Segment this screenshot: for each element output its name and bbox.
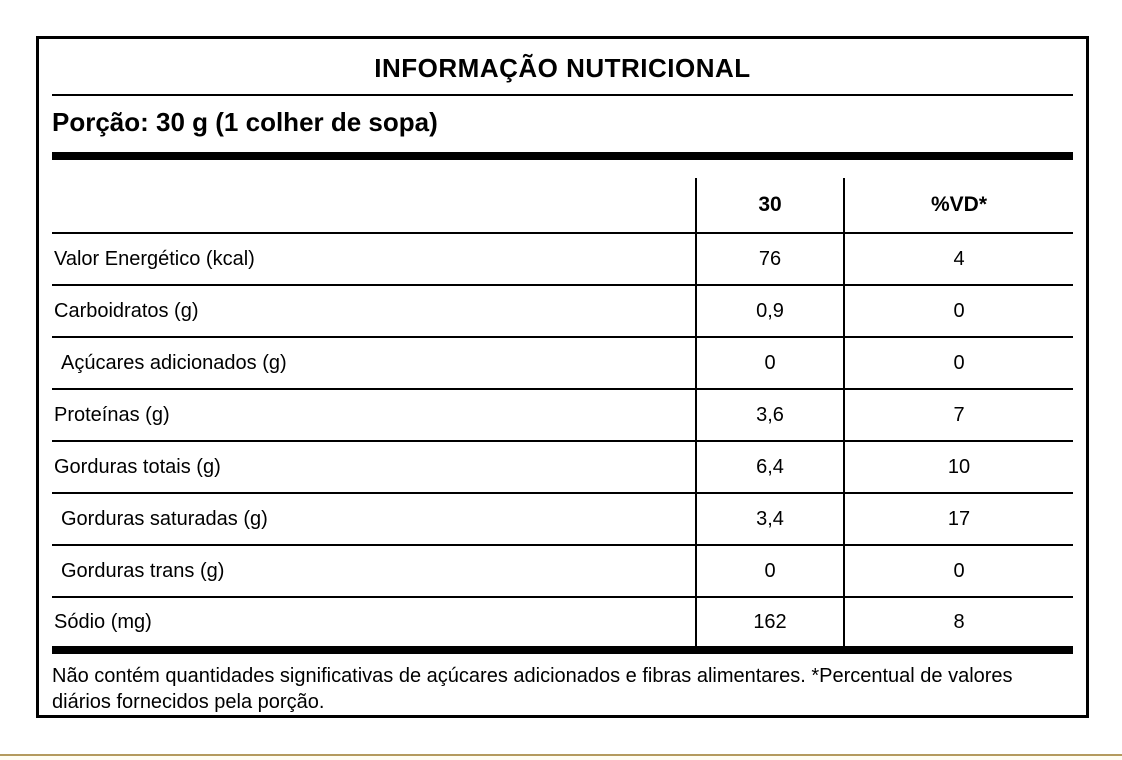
nutrient-amount: 6,4 (695, 442, 845, 492)
footnote-text: Não contém quantidades significativas de… (52, 665, 1013, 713)
table-row-gorduras-totais: Gorduras totais (g) 6,4 10 (52, 442, 1073, 494)
nutrient-dv: 10 (947, 455, 971, 478)
nutrient-label: Sódio (mg) (54, 610, 152, 633)
nutrient-label: Gorduras totais (g) (54, 455, 221, 478)
nutrient-dv: 0 (953, 559, 965, 582)
header-label-cell (52, 178, 695, 232)
nutrient-label: Gorduras trans (g) (61, 559, 225, 582)
header-quantity-cell: 30 (695, 178, 845, 232)
serving-size: Porção: 30 g (1 colher de sopa) (52, 107, 438, 137)
nutrition-table: 30 %VD* Valor Energético (kcal) 76 4 Car… (52, 178, 1073, 646)
nutrient-label: Proteínas (g) (54, 403, 170, 426)
table-row-sodio: Sódio (mg) 162 8 (52, 598, 1073, 646)
nutrient-amount: 3,4 (695, 494, 845, 544)
top-thick-bar (52, 152, 1073, 160)
table-row-acucares: Açúcares adicionados (g) 0 0 (52, 338, 1073, 390)
table-row-gorduras-saturadas: Gorduras saturadas (g) 3,4 17 (52, 494, 1073, 546)
nutrient-dv: 4 (953, 247, 965, 270)
nutrient-amount: 162 (695, 598, 845, 646)
nutrient-label: Gorduras saturadas (g) (61, 507, 268, 530)
nutrient-label: Valor Energético (kcal) (54, 247, 255, 270)
nutrient-dv: 0 (953, 299, 965, 322)
nutrient-amount: 76 (695, 234, 845, 284)
nutrient-label: Carboidratos (g) (54, 299, 199, 322)
nutrient-amount: 0 (695, 546, 845, 596)
nutrient-label: Açúcares adicionados (g) (61, 351, 287, 374)
nutrient-dv: 0 (953, 351, 965, 374)
table-header-row: 30 %VD* (52, 178, 1073, 234)
table-row-energia: Valor Energético (kcal) 76 4 (52, 234, 1073, 286)
table-row-proteinas: Proteínas (g) 3,6 7 (52, 390, 1073, 442)
title-divider (52, 94, 1073, 96)
nutrient-dv: 7 (953, 403, 965, 426)
table-row-carboidratos: Carboidratos (g) 0,9 0 (52, 286, 1073, 338)
nutrient-amount: 0,9 (695, 286, 845, 336)
page-bottom-accent-line (0, 754, 1122, 760)
nutrient-amount: 0 (695, 338, 845, 388)
bottom-thick-bar (52, 646, 1073, 654)
nutrient-dv: 17 (947, 507, 971, 530)
nutrition-facts-panel: INFORMAÇÃO NUTRICIONAL Porção: 30 g (1 c… (36, 36, 1089, 718)
nutrient-dv: 8 (953, 610, 965, 633)
header-dv-cell: %VD* (930, 193, 988, 216)
panel-title: INFORMAÇÃO NUTRICIONAL (374, 53, 751, 83)
table-row-gorduras-trans: Gorduras trans (g) 0 0 (52, 546, 1073, 598)
nutrient-amount: 3,6 (695, 390, 845, 440)
